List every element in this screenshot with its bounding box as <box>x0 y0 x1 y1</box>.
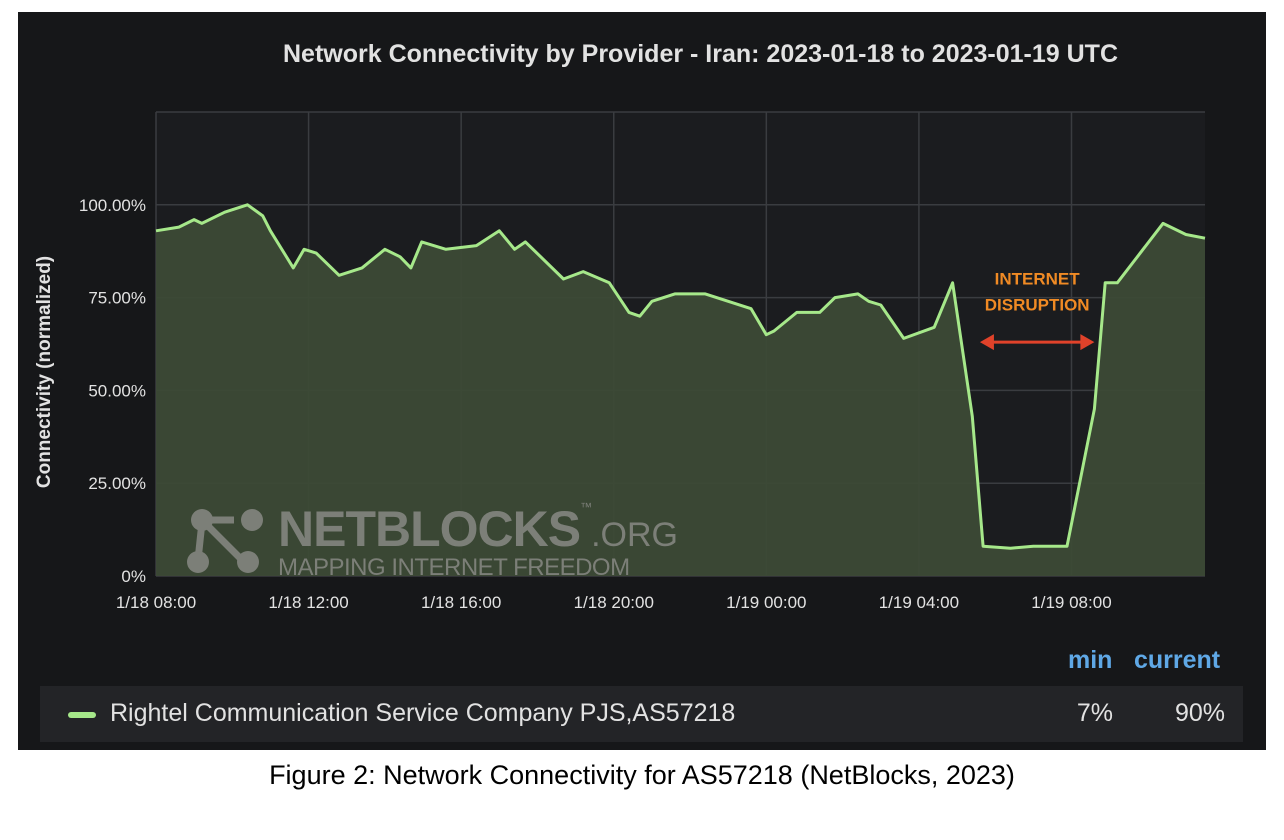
legend-current-value: 90% <box>1174 699 1225 727</box>
y-tick-label: 0% <box>121 567 146 586</box>
legend-min-value: 7% <box>1076 699 1113 727</box>
series-line <box>155 203 1206 550</box>
annotation-arrow-left-head <box>979 334 994 351</box>
legend-header-min[interactable]: min <box>1068 646 1113 674</box>
legend-row[interactable]: Rightel Communication Service Company PJ… <box>40 686 1243 742</box>
x-tick-label: 1/18 16:00 <box>421 593 501 612</box>
x-tick-label: 1/19 08:00 <box>1031 593 1111 612</box>
y-tick-label: 50.00% <box>88 381 146 400</box>
x-tick-label: 1/18 12:00 <box>268 593 348 612</box>
x-tick-label: 1/19 00:00 <box>726 593 806 612</box>
annotation-arrow-right-head <box>1080 334 1095 351</box>
legend-header-current[interactable]: current <box>1134 646 1221 674</box>
series-area <box>156 204 1205 577</box>
y-tick-label: 100.00% <box>79 196 146 215</box>
y-axis-label: Connectivity (normalized) <box>34 256 55 488</box>
legend-swatch <box>68 712 96 718</box>
netblocks-logo-icon <box>187 509 263 573</box>
x-tick-label: 1/18 20:00 <box>574 593 654 612</box>
y-tick-label: 25.00% <box>88 474 146 493</box>
annotation-label-line-1: INTERNET <box>995 270 1081 289</box>
connectivity-chart: 0% 25.00% 50.00% 75.00% 100.00% 1/18 08:00 1/1… <box>34 40 1206 612</box>
legend-series-name[interactable]: Rightel Communication Service Company PJ… <box>110 699 736 727</box>
x-tick-label: 1/18 08:00 <box>116 593 196 612</box>
x-tick-label: 1/19 04:00 <box>879 593 959 612</box>
chart-panel: 0% 25.00% 50.00% 75.00% 100.00% 1/18 08:00 1/1… <box>18 12 1266 750</box>
netblocks-watermark: NETBLOCKS™.ORG MAPPING INTERNET FREEDOM <box>178 500 678 586</box>
watermark-tagline: MAPPING INTERNET FREEDOM <box>278 554 630 581</box>
watermark-logo-text: NETBLOCKS™.ORG <box>278 500 679 557</box>
figure-caption: Figure 2: Network Connectivity for AS572… <box>269 760 1015 790</box>
y-tick-label: 75.00% <box>88 289 146 308</box>
annotation-label-line-2: DISRUPTION <box>985 296 1090 315</box>
chart-title: Network Connectivity by Provider - Iran:… <box>283 40 1118 68</box>
